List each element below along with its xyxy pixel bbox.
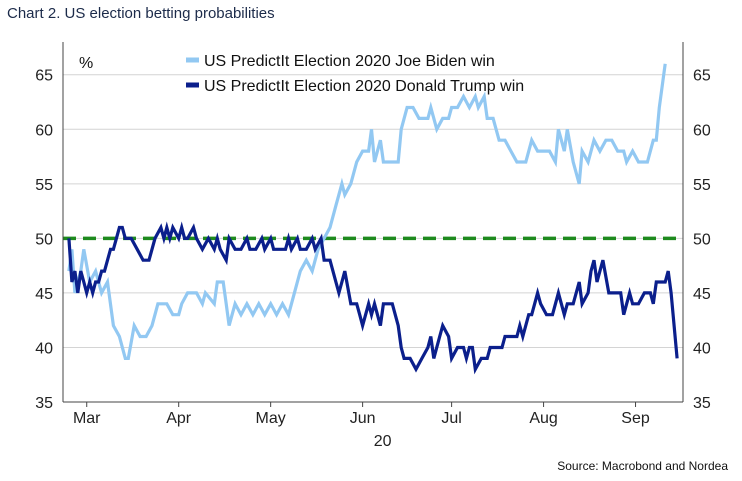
y-tick-label-left: 45 [35,286,53,303]
biden-series-line [67,63,667,360]
legend-label-biden: US PredictIt Election 2020 Joe Biden win [204,53,495,70]
y-tick-label-left: 40 [35,340,53,357]
x-tick-label: Aug [529,410,557,427]
y-tick-label-right: 55 [693,177,711,194]
chart-title: Chart 2. US election betting probabiliti… [7,5,275,22]
y-tick-label-left: 60 [35,122,53,139]
series-group [67,63,679,375]
x-tick-label: Sep [621,410,650,427]
x-tick-label: Jun [350,410,376,427]
y-tick-label-left: 65 [35,68,53,85]
axes: 35 35 40 40 45 45 50 50 55 55 60 60 65 65 Mar Apr May Jun… [35,42,711,450]
y-tick-label-right: 60 [693,122,711,139]
y-tick-label-left: 55 [35,177,53,194]
x-tick-label: Jul [441,410,461,427]
x-tick-label: Apr [166,410,192,427]
unit-label: % [79,55,93,72]
y-tick-label-right: 35 [693,395,711,412]
source-note: Source: Macrobond and Nordea [557,459,728,473]
y-tick-label-left: 35 [35,395,53,412]
y-tick-label-right: 50 [693,231,711,248]
x-tick-label: Mar [73,410,101,427]
y-tick-label-right: 45 [693,286,711,303]
x-tick-label: May [256,410,286,427]
y-tick-label-right: 40 [693,340,711,357]
x-year-label: 20 [374,433,392,450]
trump-series-line [67,221,679,375]
y-tick-label-right: 65 [693,68,711,85]
y-tick-label-left: 50 [35,231,53,248]
legend: US PredictIt Election 2020 Joe Biden win… [186,53,524,95]
legend-label-trump: US PredictIt Election 2020 Donald Trump … [204,78,524,95]
